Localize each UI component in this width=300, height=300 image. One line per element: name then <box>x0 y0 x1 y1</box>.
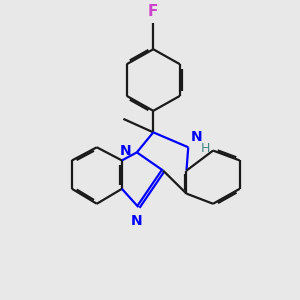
Text: N: N <box>120 144 131 158</box>
Text: H: H <box>201 142 210 155</box>
Text: F: F <box>148 4 158 19</box>
Text: N: N <box>191 130 203 144</box>
Text: N: N <box>131 214 143 228</box>
